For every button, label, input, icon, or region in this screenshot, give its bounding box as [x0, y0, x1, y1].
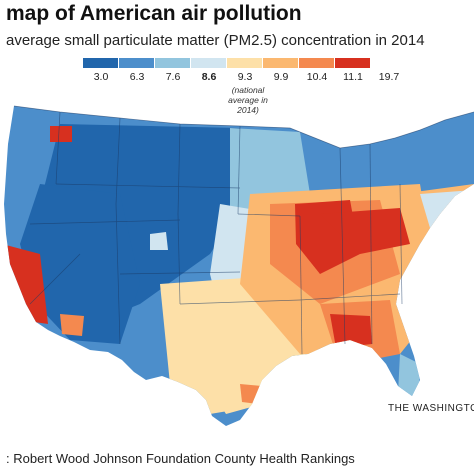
state-border-line — [115, 117, 121, 205]
state-border-line — [237, 125, 241, 215]
state-border-line — [177, 213, 181, 305]
pollution-region — [320, 208, 410, 254]
state-border-line — [299, 215, 303, 355]
pollution-region — [60, 314, 84, 336]
pollution-region — [240, 384, 262, 404]
page-subtitle: average small particulate matter (PM2.5)… — [6, 32, 425, 49]
state-border-line — [29, 253, 81, 305]
legend-tick-label: 10.4 — [306, 71, 328, 83]
legend-swatch — [119, 58, 154, 68]
state-border-line — [29, 219, 181, 225]
state-border-line — [119, 271, 241, 275]
state-border-line — [299, 293, 401, 301]
credit-text: THE WASHINGTO — [388, 403, 474, 414]
state-border-line — [237, 213, 301, 217]
legend-swatch — [299, 58, 334, 68]
state-border-line — [369, 143, 373, 345]
source-text: : Robert Wood Johnson Foundation County … — [6, 451, 355, 466]
legend-tick-label: 11.1 — [343, 71, 363, 83]
us-map — [0, 104, 474, 444]
state-border-line — [55, 111, 61, 185]
legend-tick-label: 3.0 — [93, 71, 109, 83]
legend-swatch — [155, 58, 190, 68]
page-title: map of American air pollution — [6, 2, 302, 25]
color-legend: 3.0 6.3 7.6 8.6 9.3 9.9 10.4 11.1 19.7 (national … — [83, 58, 399, 115]
legend-tick-label: 7.6 — [165, 71, 181, 83]
pollution-region — [330, 314, 372, 348]
state-border-line — [55, 183, 241, 189]
legend-tick-label: 8.6 — [201, 71, 217, 83]
legend-tick-label: 19.7 — [378, 71, 400, 83]
pollution-region — [398, 354, 420, 404]
pollution-region — [20, 184, 140, 344]
state-border-line — [399, 183, 403, 305]
state-border-line — [115, 203, 121, 345]
legend-tick-label: 6.3 — [129, 71, 145, 83]
legend-swatch — [263, 58, 298, 68]
legend-swatch — [227, 58, 262, 68]
legend-tick-label: 9.9 — [273, 71, 289, 83]
national-average-note: (national average in 2014) — [228, 85, 268, 115]
state-border-line — [177, 123, 181, 215]
legend-swatch — [83, 58, 118, 68]
legend-swatch — [191, 58, 226, 68]
state-border-line — [179, 299, 301, 305]
pollution-region — [50, 126, 72, 142]
us-map-svg — [4, 105, 474, 426]
state-border-line — [339, 147, 346, 345]
legend-swatch — [335, 58, 370, 68]
pollution-region — [150, 232, 168, 250]
legend-tick-label: 9.3 — [237, 71, 253, 83]
